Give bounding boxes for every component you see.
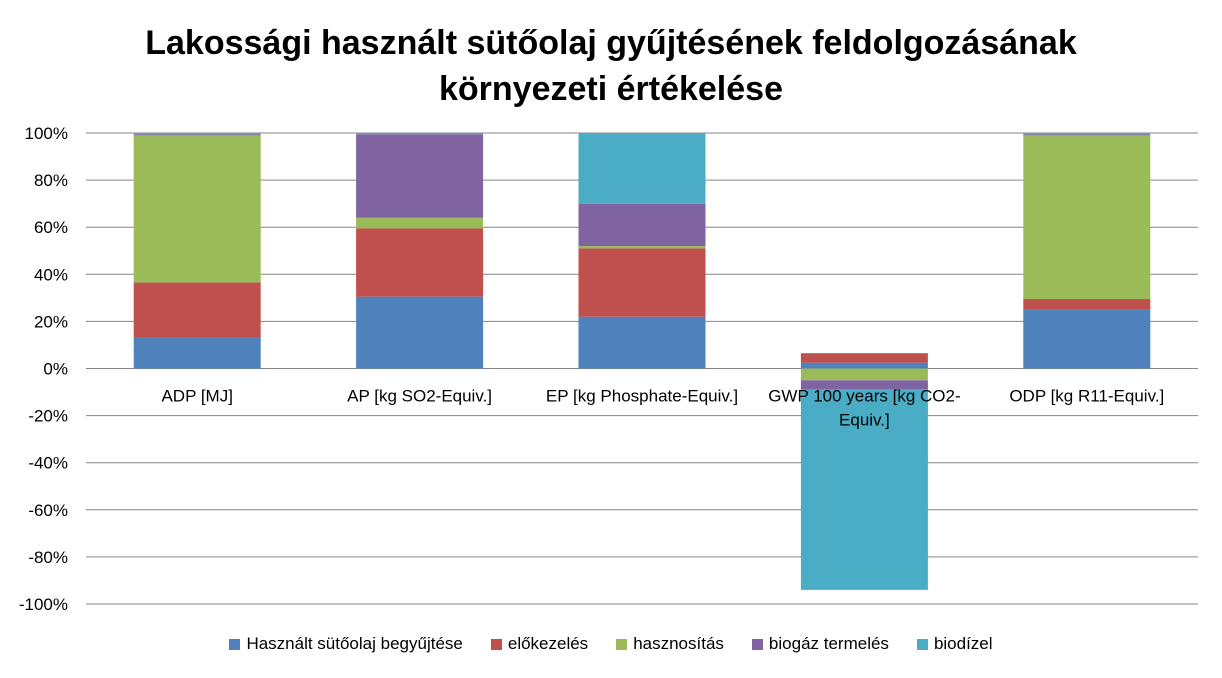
- y-tick-label: -20%: [28, 407, 68, 426]
- y-tick-label: -40%: [28, 454, 68, 473]
- legend-item: előkezelés: [490, 634, 589, 654]
- bar-segment: [578, 246, 706, 249]
- bar-segment: [800, 389, 928, 590]
- bar-segment: [133, 135, 261, 283]
- y-tick-label: 100%: [25, 124, 68, 143]
- y-tick-label: 0%: [43, 360, 68, 379]
- bar-segment: [133, 337, 261, 369]
- legend-item: hasznosítás: [616, 634, 724, 654]
- stacked-bar-chart: 100%80%60%40%20%0%-20%-40%-60%-80%-100% …: [19, 124, 1198, 614]
- y-tick-label: -60%: [28, 501, 68, 520]
- bar-segment: [356, 228, 484, 297]
- bar-segment: [133, 134, 261, 136]
- legend-label: előkezelés: [507, 634, 589, 653]
- y-axis-tick-labels: 100% 80% 60% 40% 20% 0% -20% -40% -60% -80% -100%: [19, 124, 68, 614]
- bar-segment: [133, 133, 261, 135]
- legend-swatch: [916, 638, 928, 650]
- bar-segment: [1023, 134, 1151, 136]
- bars: [133, 133, 1151, 590]
- x-category-label: ODP [kg R11-Equiv.]: [1009, 387, 1164, 406]
- legend-label: biodízel: [933, 634, 993, 653]
- legend-label: Használt sütőolaj begyűjtése: [246, 634, 463, 653]
- bar-segment: [1023, 309, 1151, 369]
- legend: Használt sütőolaj begyűjtése előkezelés ha…: [0, 634, 1222, 654]
- bar-segment: [578, 316, 706, 369]
- bar-segment: [1023, 133, 1151, 135]
- y-tick-label: 80%: [34, 171, 68, 190]
- gridlines: [86, 132, 1198, 605]
- bar-segment: [356, 296, 484, 369]
- y-tick-label: 40%: [34, 265, 68, 284]
- x-axis-category-labels: ADP [MJ] AP [kg SO2-Equiv.] EP [kg Phospha…: [161, 387, 1164, 430]
- x-category-label: GWP 100 years [kg CO2-Equiv.]: [768, 387, 960, 430]
- bar-segment: [578, 248, 706, 317]
- bar-segment: [800, 353, 928, 363]
- x-category-label: AP [kg SO2-Equiv.]: [347, 387, 492, 406]
- legend-item: biodízel: [916, 634, 993, 654]
- bar-segment: [1023, 299, 1151, 310]
- x-category-label: EP [kg Phosphate-Equiv.]: [546, 387, 738, 406]
- y-tick-label: -80%: [28, 548, 68, 567]
- legend-swatch: [490, 638, 502, 650]
- bar-segment: [356, 134, 484, 218]
- chart-title-line-1: Lakossági használt sütőolaj gyűjtésének …: [145, 24, 1077, 62]
- legend-item: Használt sütőolaj begyűjtése: [229, 634, 463, 654]
- x-category-label: ADP [MJ]: [161, 387, 232, 406]
- y-tick-label: -100%: [19, 595, 68, 614]
- legend-swatch: [229, 638, 241, 650]
- bar-segment: [133, 282, 261, 338]
- y-tick-label: 20%: [34, 312, 68, 331]
- bar-segment: [800, 362, 928, 369]
- bar-segment: [356, 217, 484, 229]
- chart-title-line-2: környezeti értékelése: [439, 70, 783, 108]
- legend-item: biogáz termelés: [751, 634, 889, 654]
- y-tick-label: 60%: [34, 218, 68, 237]
- bar-segment: [578, 203, 706, 247]
- bar-segment: [356, 133, 484, 135]
- legend-label: hasznosítás: [633, 634, 724, 653]
- bar-segment: [578, 133, 706, 204]
- bar-segment: [800, 368, 928, 381]
- bar-segment: [1023, 135, 1151, 300]
- bar-segment: [800, 380, 928, 390]
- chart-title: Lakossági használt sütőolaj gyűjtésének …: [0, 20, 1222, 112]
- legend-label: biogáz termelés: [768, 634, 889, 653]
- legend-swatch: [751, 638, 763, 650]
- legend-swatch: [616, 638, 628, 650]
